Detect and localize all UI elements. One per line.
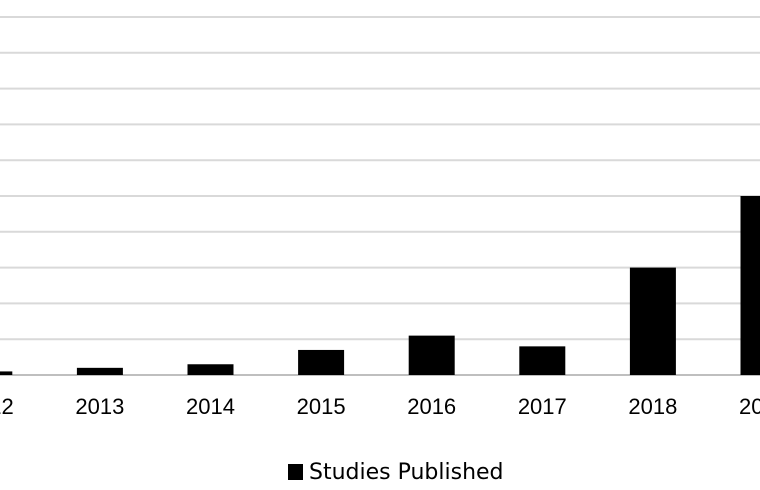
bar — [298, 349, 345, 375]
bar — [76, 367, 123, 375]
bar — [519, 346, 566, 375]
x-tick-label: 2019 — [739, 394, 760, 419]
bar — [408, 335, 455, 375]
x-tick-label: 2013 — [75, 394, 124, 419]
x-tick-label: 2014 — [186, 394, 235, 419]
x-tick-label: 2016 — [407, 394, 456, 419]
x-tick-label: 2015 — [297, 394, 346, 419]
bar — [0, 371, 13, 375]
legend-swatch — [288, 464, 303, 480]
x-tick-label: 2017 — [518, 394, 567, 419]
bar — [740, 196, 760, 375]
x-tick-label: 2012 — [0, 394, 14, 419]
legend-label: Studies Published — [309, 460, 504, 485]
bar — [187, 364, 234, 375]
bar — [629, 267, 676, 375]
x-tick-label: 2018 — [628, 394, 677, 419]
